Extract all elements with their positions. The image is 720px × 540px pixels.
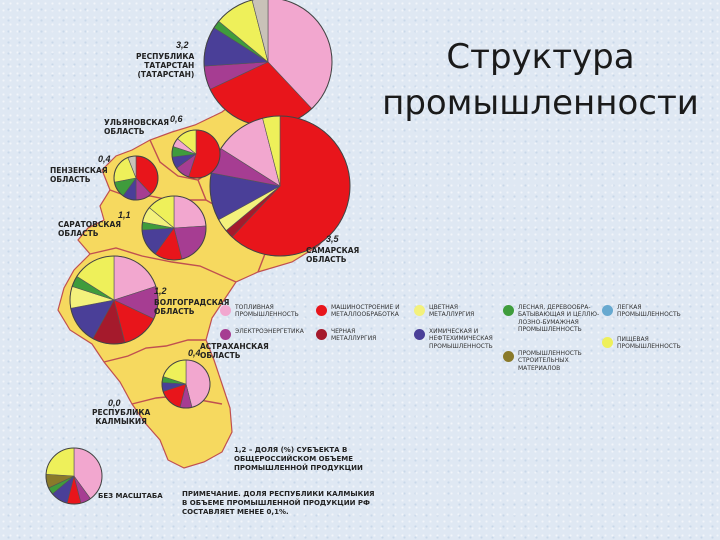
legend-swatch-light	[602, 305, 613, 316]
volgograd-label: Волгоградская область	[154, 298, 230, 316]
legend-label-fuel: Топливная промышленность	[235, 304, 299, 319]
title-line-1: Структура	[446, 37, 635, 77]
ulyanovsk-pie-outline	[171, 129, 221, 179]
slide-title: Структура промышленности	[368, 34, 713, 126]
kalmykia-note: Примечание. Доля Республики Калмыкия в о…	[182, 490, 375, 516]
astrakhan-label: Астраханская область	[200, 342, 269, 360]
legend-swatch-forestry	[503, 305, 514, 316]
legend-label-chemical: Химическая и нефтехимическая промышленно…	[429, 328, 493, 350]
legend-label-machine: Машиностроение и металлообработка	[331, 304, 400, 319]
saratov-share: 1,1	[118, 210, 131, 220]
kalmykia-label: Республика Калмыкия	[92, 408, 151, 426]
legend-swatch-electric	[220, 329, 231, 340]
legend-item-electric: Электроэнергетика	[220, 328, 304, 340]
legend-swatch-building	[503, 351, 514, 362]
legend-label-food: Пищевая промышленность	[617, 336, 681, 351]
ulyanovsk-share: 0,6	[170, 114, 183, 124]
tatarstan-share: 3,2	[176, 40, 189, 50]
legend-label-ferrous: Черная металлургия	[331, 328, 377, 343]
ulyanovsk-pie	[171, 129, 221, 179]
penza-pie	[113, 155, 159, 201]
tatarstan-label: Республика Татарстан (Татарстан)	[136, 52, 195, 79]
saratov-pie	[141, 195, 207, 261]
legend-label-nonferrous: Цветная металлургия	[429, 304, 475, 319]
legend-item-forestry: Лесная, деревообра- батывающая и целлю- …	[503, 304, 599, 333]
legend-item-building: Промышленность строительных материалов	[503, 350, 582, 372]
legend-item-light: Легкая промышленность	[602, 304, 681, 319]
share-note: 1,2 – доля (%) субъекта в общероссийском…	[234, 446, 363, 472]
legend-item-machine: Машиностроение и металлообработка	[316, 304, 400, 319]
legend-item-ferrous: Черная металлургия	[316, 328, 376, 343]
legend-item-nonferrous: Цветная металлургия	[414, 304, 474, 319]
legend-swatch-food	[602, 337, 613, 348]
tatarstan-pie	[203, 0, 333, 127]
legend-swatch-nonferrous	[414, 305, 425, 316]
kalmykia-share: 0,0	[108, 398, 121, 408]
samara-pie	[209, 115, 351, 257]
legend-swatch-chemical	[414, 329, 425, 340]
legend-item-chemical: Химическая и нефтехимическая промышленно…	[414, 328, 493, 350]
astrakhan-pie-outline	[161, 359, 211, 409]
legend-item-fuel: Топливная промышленность	[220, 304, 299, 319]
astrakhan-share: 0,4	[188, 348, 201, 358]
penza-label: Пензенская область	[50, 166, 108, 184]
pie-charts	[45, 0, 351, 505]
kalmykia-pie-outline	[45, 447, 103, 505]
penza-pie-outline	[113, 155, 159, 201]
legend-label-forestry: Лесная, деревообра- батывающая и целлю- …	[518, 304, 600, 333]
samara-pie-outline	[209, 115, 351, 257]
title-line-2: промышленности	[382, 83, 699, 123]
saratov-pie-outline	[141, 195, 207, 261]
legend-swatch-machine	[316, 305, 327, 316]
saratov-label: Саратовская область	[58, 220, 122, 238]
legend-label-building: Промышленность строительных материалов	[518, 350, 582, 372]
astrakhan-pie	[161, 359, 211, 409]
samara-share: 3,5	[326, 234, 339, 244]
scale-note: Без масштаба	[98, 492, 163, 500]
legend-label-light: Легкая промышленность	[617, 304, 681, 319]
volgograd-share: 1,2	[154, 286, 167, 296]
penza-share: 0,4	[98, 154, 111, 164]
volgograd-pie-outline	[69, 255, 159, 345]
ulyanovsk-label: Ульяновская область	[104, 118, 170, 136]
legend-item-food: Пищевая промышленность	[602, 336, 681, 351]
samara-label: Самарская область	[306, 246, 360, 264]
legend-swatch-ferrous	[316, 329, 327, 340]
legend-swatch-fuel	[220, 305, 231, 316]
volgograd-pie	[69, 255, 159, 345]
kalmykia-pie	[45, 447, 103, 505]
legend-label-electric: Электроэнергетика	[235, 328, 304, 335]
